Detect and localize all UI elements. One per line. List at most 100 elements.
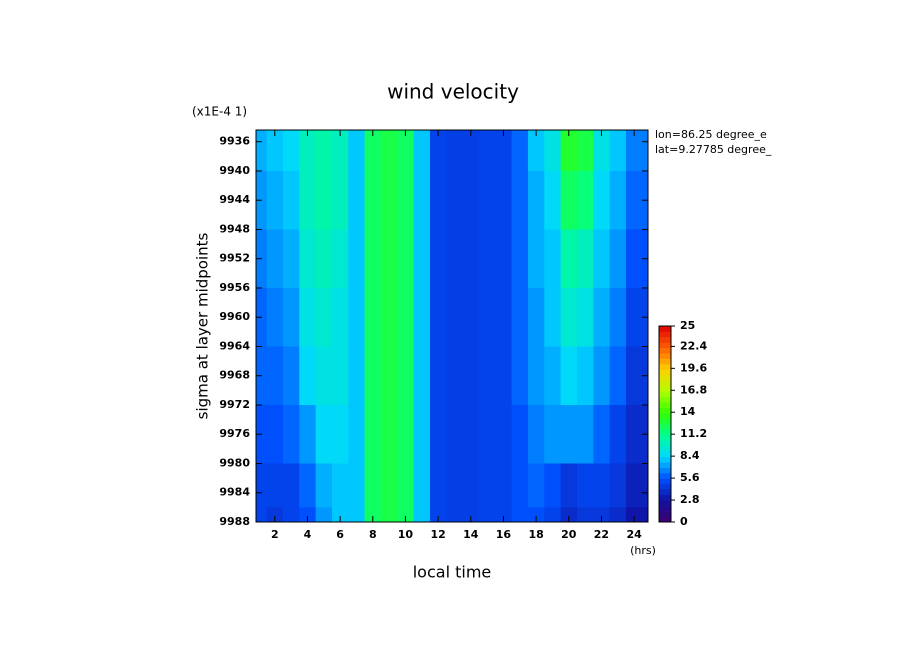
cell — [478, 229, 496, 289]
cell — [256, 463, 268, 508]
cell — [315, 404, 333, 464]
cell — [446, 170, 464, 230]
x-tick-label: 8 — [369, 528, 377, 541]
cell — [625, 404, 649, 464]
cell — [527, 287, 545, 347]
cell — [544, 463, 562, 508]
cell — [315, 170, 333, 230]
cell — [478, 404, 496, 464]
colorbar-band — [659, 440, 671, 447]
cell — [446, 404, 464, 464]
cell — [348, 130, 366, 172]
cell — [315, 346, 333, 406]
cell — [266, 229, 284, 289]
colorbar-band — [659, 456, 671, 463]
cell — [266, 507, 284, 523]
cell — [413, 463, 431, 508]
cell — [429, 346, 447, 406]
cell — [495, 346, 513, 406]
cell — [299, 229, 317, 289]
cell — [511, 346, 529, 406]
cell — [478, 130, 496, 172]
colorbar-label: 8.4 — [680, 449, 700, 462]
cell — [413, 346, 431, 406]
cell — [593, 404, 611, 464]
cell — [511, 130, 529, 172]
colorbar-label: 2.8 — [680, 493, 700, 506]
colorbar-band — [659, 407, 671, 414]
cell — [495, 507, 513, 523]
cell — [625, 229, 649, 289]
y-tick-label: 9968 — [219, 369, 250, 382]
cell — [478, 346, 496, 406]
colorbar-band — [659, 418, 671, 425]
cell — [609, 404, 627, 464]
cell — [256, 130, 268, 172]
cell — [527, 507, 545, 523]
cell — [331, 404, 349, 464]
cell — [413, 507, 431, 523]
colorbar-band — [659, 326, 671, 332]
cell — [576, 463, 594, 508]
cell — [364, 463, 382, 508]
cell — [576, 287, 594, 347]
cell — [446, 507, 464, 523]
cell — [576, 170, 594, 230]
cell — [495, 229, 513, 289]
cell — [364, 507, 382, 523]
cell — [609, 287, 627, 347]
cell — [593, 346, 611, 406]
cell — [266, 170, 284, 230]
cell — [462, 507, 480, 523]
cell — [478, 287, 496, 347]
colorbar-band — [659, 336, 671, 343]
cell — [527, 463, 545, 508]
cell — [462, 404, 480, 464]
cell — [462, 130, 480, 172]
colorbar-label: 16.8 — [680, 383, 707, 396]
cell — [348, 463, 366, 508]
cell — [478, 170, 496, 230]
cell — [511, 404, 529, 464]
colorbar-band — [659, 413, 671, 419]
cell — [560, 287, 578, 347]
cell — [560, 404, 578, 464]
colorbar-band — [659, 434, 671, 441]
cell — [609, 170, 627, 230]
colorbar-band — [659, 342, 671, 349]
cell — [397, 130, 415, 172]
cell — [609, 346, 627, 406]
cell — [576, 507, 594, 523]
cell — [495, 463, 513, 508]
y-axis-label: sigma at layer midpoints — [194, 232, 212, 419]
cell — [331, 346, 349, 406]
colorbar-band — [659, 478, 671, 485]
cell — [511, 229, 529, 289]
cell — [446, 346, 464, 406]
cell — [348, 170, 366, 230]
cell — [462, 346, 480, 406]
x-units: (hrs) — [630, 544, 656, 557]
cell — [282, 229, 300, 289]
cell — [593, 287, 611, 347]
cell — [429, 404, 447, 464]
cell — [331, 507, 349, 523]
cell — [593, 229, 611, 289]
cell — [380, 287, 398, 347]
cell — [380, 130, 398, 172]
colorbar-band — [659, 358, 671, 365]
cell — [527, 346, 545, 406]
cell — [609, 229, 627, 289]
cell — [266, 130, 284, 172]
y-tick-label: 9936 — [219, 135, 250, 148]
cell — [609, 463, 627, 508]
cell — [315, 130, 333, 172]
cell — [299, 463, 317, 508]
cell — [527, 170, 545, 230]
colorbar-label: 19.6 — [680, 361, 707, 374]
cell — [282, 507, 300, 523]
cell — [609, 130, 627, 172]
cell — [364, 346, 382, 406]
cell — [299, 507, 317, 523]
